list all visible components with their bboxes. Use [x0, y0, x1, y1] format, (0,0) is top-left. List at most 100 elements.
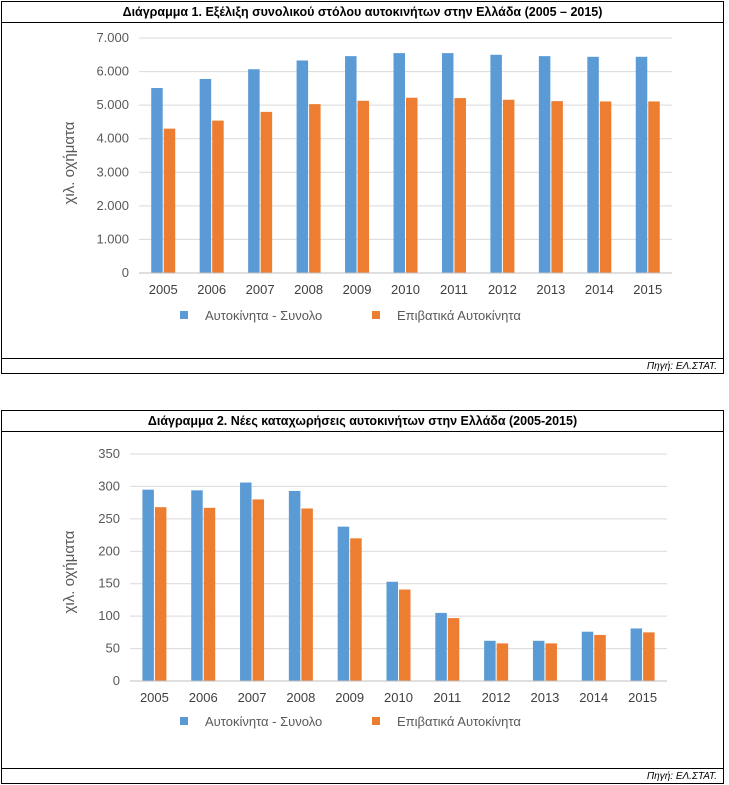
y-tick-label: 4.000 — [96, 131, 129, 146]
bar-total-2006 — [191, 490, 203, 681]
legend-swatch — [372, 717, 380, 725]
y-tick-label: 50 — [106, 641, 120, 656]
x-tick-label: 2014 — [585, 282, 614, 297]
bar-total-2013 — [532, 640, 545, 681]
bar-total-2009 — [337, 526, 350, 681]
bar-passenger-2009 — [350, 538, 362, 681]
y-tick-label: 1.000 — [96, 231, 129, 246]
y-tick-label: 5.000 — [96, 97, 129, 112]
legend-swatch — [180, 717, 188, 725]
x-tick-label: 2010 — [391, 282, 420, 297]
x-tick-label: 2009 — [335, 690, 364, 705]
x-tick-label: 2010 — [384, 690, 413, 705]
bar-passenger-2011 — [447, 618, 460, 681]
x-tick-label: 2009 — [343, 282, 372, 297]
bar-total-2015 — [635, 56, 648, 273]
bar-passenger-2014 — [594, 634, 606, 681]
bar-total-2005 — [151, 88, 163, 274]
x-tick-label: 2006 — [189, 690, 218, 705]
bar-total-2005 — [142, 489, 154, 681]
x-tick-label: 2013 — [536, 282, 565, 297]
chart-2-plot: 0 50 100 150 200 250 300 350 χιλ. οχήματα 2005 200… — [61, 446, 667, 729]
y-tick-label: 150 — [98, 576, 120, 591]
bar-total-2010 — [393, 53, 405, 273]
x-tick-label: 2007 — [238, 690, 267, 705]
bar-passenger-2007 — [252, 499, 265, 681]
bar-passenger-2014 — [599, 101, 612, 273]
chart-1-source: Πηγή: ΕΛ.ΣΤΑΤ. — [2, 358, 723, 373]
chart-2-source: Πηγή: ΕΛ.ΣΤΑΤ. — [2, 768, 723, 783]
x-tick-label: 2015 — [633, 282, 662, 297]
bar-passenger-2008 — [301, 508, 313, 681]
bar-total-2014 — [581, 631, 594, 681]
y-axis-label: χιλ. οχήματα — [61, 121, 78, 204]
x-tick-label: 2015 — [628, 690, 657, 705]
chart-1-plot: 0 1.000 2.000 3.000 4.000 5.000 6.000 7.000 χιλ.… — [61, 30, 672, 323]
x-tick-label: 2008 — [286, 690, 315, 705]
bar-total-2015 — [630, 628, 643, 681]
bar-total-2012 — [490, 54, 502, 274]
legend-label: Επιβατικά Αυτοκίνητα — [397, 308, 521, 323]
legend-label: Αυτοκίνητα - Συνολο — [205, 308, 322, 323]
x-tick-label: 2005 — [140, 690, 169, 705]
bar-total-2014 — [587, 56, 599, 273]
y-tick-label: 2.000 — [96, 198, 129, 213]
y-tick-label: 300 — [98, 478, 120, 493]
y-tick-label: 200 — [98, 543, 120, 558]
bar-total-2011 — [435, 612, 447, 681]
y-axis-label: χιλ. οχήματα — [61, 530, 78, 613]
chart-1-title: Διάγραμμα 1. Εξέλιξη συνολικού στόλου αυ… — [2, 2, 723, 23]
bar-passenger-2012 — [496, 643, 509, 681]
bar-passenger-2006 — [203, 507, 216, 681]
y-tick-label: 6.000 — [96, 64, 129, 79]
bar-total-2008 — [288, 490, 301, 681]
x-tick-label: 2012 — [482, 690, 511, 705]
bar-passenger-2013 — [545, 643, 557, 681]
x-tick-label: 2006 — [197, 282, 226, 297]
y-tick-label: 0 — [113, 673, 120, 688]
bar-total-2011 — [441, 53, 454, 273]
bar-passenger-2010 — [399, 589, 411, 681]
bar-passenger-2008 — [309, 104, 321, 273]
x-tick-label: 2013 — [530, 690, 559, 705]
y-tick-label: 250 — [98, 511, 120, 526]
x-tick-label: 2014 — [579, 690, 608, 705]
bar-total-2010 — [386, 581, 398, 681]
bar-passenger-2015 — [643, 632, 655, 681]
x-tick-label: 2012 — [488, 282, 517, 297]
legend-swatch — [180, 311, 188, 319]
bar-passenger-2009 — [357, 100, 370, 274]
bar-total-2013 — [538, 56, 551, 273]
chart-panel-2: Διάγραμμα 2. Νέες καταχωρήσεις αυτοκινήτ… — [1, 410, 724, 784]
bar-total-2009 — [345, 56, 357, 273]
y-tick-label: 350 — [98, 446, 120, 461]
chart-panel-1: Διάγραμμα 1. Εξέλιξη συνολικού στόλου αυ… — [1, 1, 724, 374]
legend-label: Επιβατικά Αυτοκίνητα — [397, 714, 521, 729]
bar-total-2007 — [248, 69, 260, 273]
bar-total-2008 — [296, 60, 309, 273]
bar-total-2007 — [240, 482, 252, 681]
bar-passenger-2015 — [648, 101, 660, 273]
legend-label: Αυτοκίνητα - Συνολο — [205, 714, 322, 729]
y-tick-label: 7.000 — [96, 30, 129, 45]
bar-passenger-2013 — [551, 101, 563, 273]
bar-passenger-2012 — [502, 99, 515, 274]
x-tick-label: 2007 — [246, 282, 275, 297]
bar-passenger-2006 — [212, 120, 224, 273]
x-tick-label: 2011 — [433, 690, 461, 705]
y-tick-label: 0 — [122, 265, 129, 280]
bar-passenger-2011 — [454, 98, 466, 273]
bar-passenger-2005 — [163, 128, 176, 273]
x-tick-label: 2005 — [149, 282, 178, 297]
y-tick-label: 100 — [98, 608, 120, 623]
bar-passenger-2005 — [154, 507, 167, 681]
bar-passenger-2010 — [406, 97, 418, 273]
x-tick-label: 2008 — [294, 282, 323, 297]
bar-total-2006 — [199, 78, 212, 273]
legend-swatch — [372, 311, 380, 319]
bar-total-2012 — [484, 640, 496, 681]
bar-passenger-2007 — [260, 111, 273, 273]
y-tick-label: 3.000 — [96, 164, 129, 179]
chart-2-title: Διάγραμμα 2. Νέες καταχωρήσεις αυτοκινήτ… — [2, 411, 723, 432]
x-tick-label: 2011 — [440, 282, 468, 297]
